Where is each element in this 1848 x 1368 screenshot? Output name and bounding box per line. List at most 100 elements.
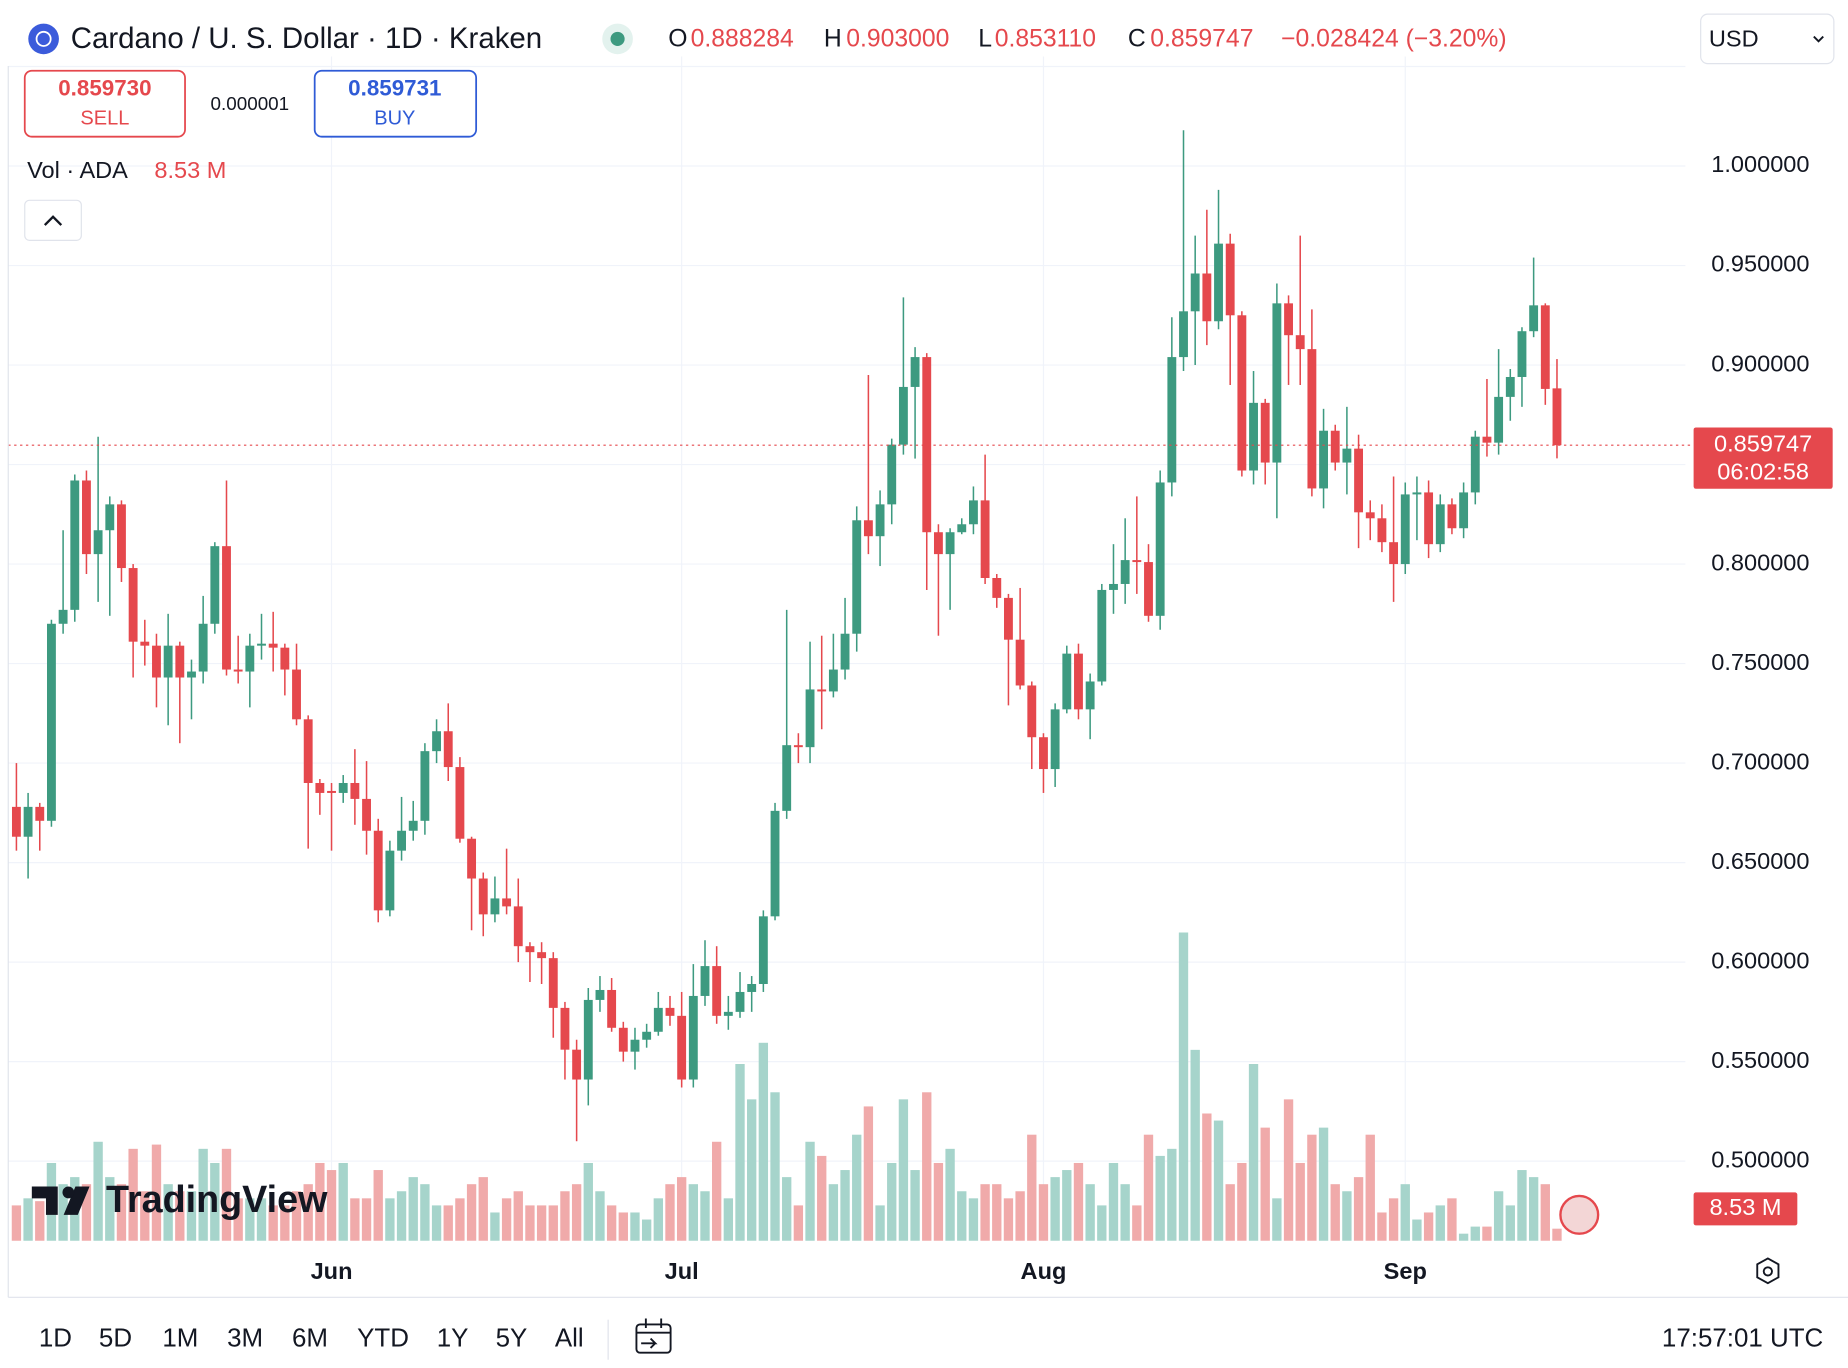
candle-body — [630, 1039, 640, 1052]
volume-bar — [618, 1212, 628, 1241]
candle-body — [292, 669, 301, 720]
currency-select[interactable] — [1700, 13, 1835, 65]
candle-body — [793, 745, 803, 748]
candle-body — [1039, 737, 1048, 770]
candle-body — [198, 623, 208, 672]
volume-bar — [1213, 1120, 1224, 1241]
candle-body — [723, 1011, 733, 1016]
symbol-title: Cardano / U. S. Dollar · 1D · Kraken — [71, 22, 542, 55]
candle-body — [210, 546, 220, 624]
volume-bar — [1330, 1184, 1340, 1241]
volume-bar — [280, 1205, 290, 1241]
volume-bar — [1353, 1177, 1364, 1241]
volume-tag-label: 8.53 M — [1709, 1194, 1781, 1220]
volume-bar — [793, 1205, 804, 1241]
candle-body — [933, 532, 943, 555]
volume-bar — [455, 1198, 465, 1241]
volume-bar — [1225, 1184, 1235, 1241]
volume-bar — [233, 1198, 243, 1241]
volume-bar — [1178, 932, 1189, 1241]
x-tick-label: Sep — [1384, 1258, 1427, 1284]
volume-bar — [653, 1198, 663, 1241]
range-button[interactable]: 5D — [99, 1325, 132, 1353]
sell-label[interactable]: SELL — [80, 107, 129, 129]
volume-bar — [723, 1198, 734, 1241]
currency[interactable]: USD — [1709, 25, 1759, 51]
volume-bar — [1470, 1226, 1480, 1241]
candle-body — [1097, 589, 1107, 682]
candle-body — [1377, 518, 1387, 543]
volume-bar — [1248, 1064, 1259, 1241]
range-button[interactable]: 1D — [39, 1325, 72, 1353]
range-button[interactable]: YTD — [357, 1325, 409, 1353]
candle-body — [222, 546, 231, 670]
range-button[interactable]: 5Y — [496, 1325, 528, 1353]
volume-bar — [770, 1092, 780, 1241]
candle-body — [980, 500, 990, 578]
y-tick-label: 0.900000 — [1711, 350, 1809, 376]
sell-button[interactable] — [23, 69, 186, 138]
volume-bar — [373, 1170, 383, 1241]
candle-body — [1435, 504, 1445, 545]
volume-bar — [245, 1198, 255, 1241]
collapse-icon — [43, 215, 63, 226]
y-tick-label: 0.600000 — [1711, 947, 1809, 973]
volume-bar — [1085, 1184, 1095, 1241]
buy-price[interactable]: 0.859731 — [348, 75, 441, 100]
candle-body — [1447, 504, 1457, 529]
candle-body — [1482, 436, 1492, 443]
buy-button[interactable] — [313, 69, 478, 138]
volume-bar — [256, 1198, 267, 1241]
candle-body — [653, 1007, 663, 1032]
range-button[interactable]: 6M — [292, 1325, 328, 1353]
ohlc-key: C — [1128, 26, 1146, 53]
market-status-dot — [610, 31, 625, 46]
candle-body — [735, 991, 745, 1012]
range-button[interactable]: 1M — [162, 1325, 198, 1353]
settings-icon[interactable] — [1756, 1257, 1780, 1285]
range-button[interactable]: 3M — [227, 1325, 263, 1353]
volume-bar — [420, 1184, 430, 1241]
ohlc-value: 0.903000 — [846, 26, 949, 53]
volume-bar — [1202, 1113, 1212, 1241]
collapse-button[interactable] — [24, 199, 82, 241]
ohlc-value: 0.853110 — [995, 26, 1096, 53]
candle-body — [1400, 494, 1410, 565]
volume-bar — [431, 1205, 442, 1241]
ohlc-value: 0.859747 — [1150, 26, 1253, 53]
candle-body — [1085, 681, 1095, 710]
candle-body — [478, 878, 488, 915]
calendar-icon[interactable] — [635, 1323, 672, 1354]
candle-body — [992, 577, 1002, 598]
candle-body — [1517, 331, 1527, 377]
range-button[interactable]: All — [555, 1325, 584, 1353]
volume-bar — [817, 1155, 827, 1241]
candle-body — [945, 532, 955, 555]
candle-body — [1260, 402, 1270, 463]
candle-body — [1225, 243, 1235, 316]
candle-body — [175, 645, 185, 678]
candle-body — [1342, 448, 1352, 463]
candle-body — [1284, 303, 1293, 336]
volume-bar — [688, 1184, 698, 1241]
ohlc-value: 0.888284 — [691, 26, 794, 53]
candle-body — [1027, 685, 1037, 738]
range-button[interactable]: 1Y — [437, 1325, 469, 1353]
candle-body — [1249, 402, 1258, 471]
candle-body — [1050, 709, 1060, 770]
buy-label[interactable]: BUY — [374, 107, 415, 129]
candle-body — [828, 669, 838, 692]
candle-body — [1354, 448, 1364, 513]
volume-bar — [1073, 1162, 1084, 1241]
volume-bar — [583, 1162, 593, 1241]
candle-body — [560, 1007, 570, 1050]
candle-body — [408, 820, 418, 831]
volume-bar — [105, 1177, 115, 1241]
volume-bar — [128, 1148, 138, 1241]
candle-body — [595, 989, 605, 1000]
sell-price[interactable]: 0.859730 — [58, 75, 151, 100]
volume-bar — [1295, 1162, 1305, 1241]
volume-bar — [665, 1184, 675, 1241]
volume-bar — [1097, 1205, 1107, 1241]
volume-bar — [93, 1141, 103, 1241]
